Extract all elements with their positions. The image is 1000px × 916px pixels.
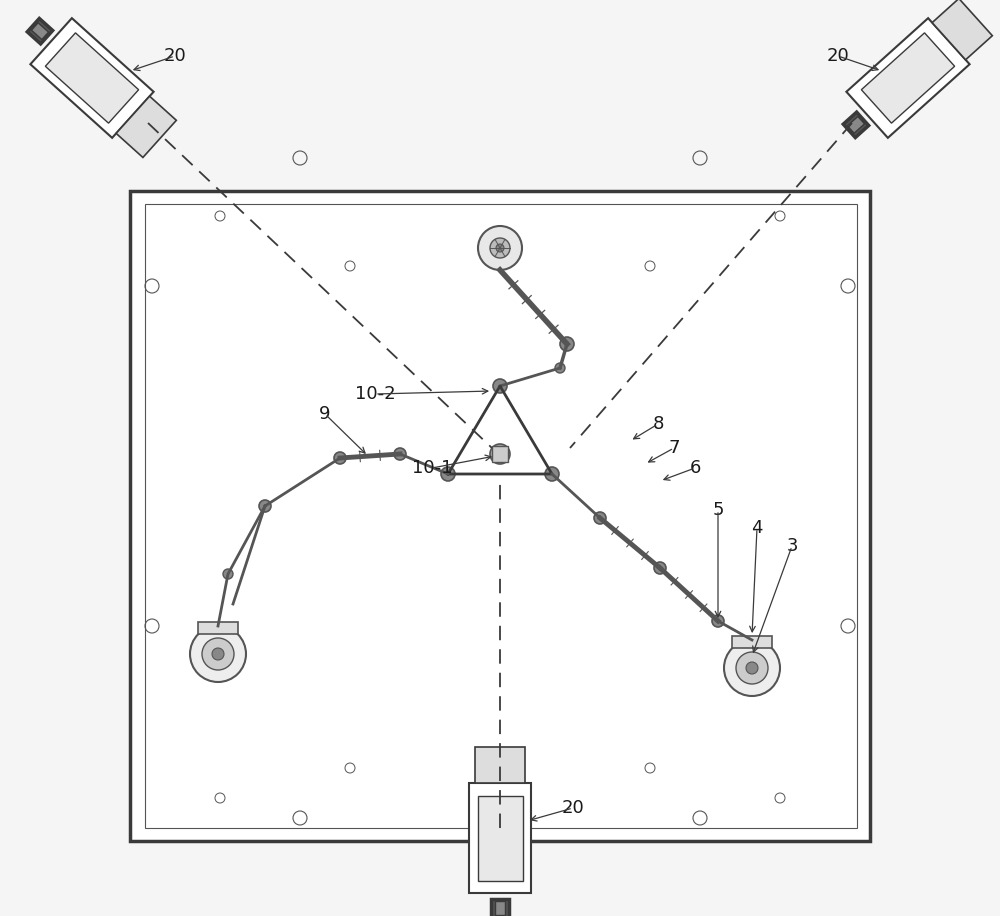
Polygon shape [846,18,970,137]
Circle shape [190,626,246,682]
Circle shape [495,449,505,459]
Text: 4: 4 [751,519,763,537]
Polygon shape [475,747,525,783]
Bar [198,622,238,634]
Polygon shape [847,116,865,133]
Circle shape [490,444,510,464]
Circle shape [441,467,455,481]
Polygon shape [861,33,955,123]
Circle shape [654,562,666,574]
Polygon shape [843,112,869,137]
Circle shape [736,652,768,684]
Circle shape [724,640,780,696]
Circle shape [493,379,507,393]
Circle shape [212,648,224,660]
Circle shape [490,238,510,258]
Polygon shape [478,795,522,880]
Text: 5: 5 [712,501,724,519]
Polygon shape [469,783,531,893]
Polygon shape [932,0,992,60]
Text: 10-1: 10-1 [412,459,452,477]
Text: 20: 20 [562,799,584,817]
Polygon shape [27,18,53,44]
Circle shape [202,638,234,670]
Text: 10-2: 10-2 [355,385,395,403]
Polygon shape [116,96,176,158]
Polygon shape [30,18,154,137]
Text: 6: 6 [689,459,701,477]
Polygon shape [495,901,505,915]
Bar [145,204,857,828]
Text: 9: 9 [319,405,331,423]
Text: 7: 7 [668,439,680,457]
Polygon shape [491,899,509,916]
Circle shape [394,448,406,460]
Circle shape [223,569,233,579]
Bar [732,636,772,648]
Text: 20: 20 [164,47,186,65]
Text: 3: 3 [786,537,798,555]
Text: 20: 20 [827,47,849,65]
Circle shape [478,226,522,270]
Circle shape [545,467,559,481]
Bar [130,191,870,841]
Circle shape [712,615,724,627]
Circle shape [560,337,574,351]
Circle shape [746,662,758,674]
Circle shape [555,363,565,373]
Circle shape [259,500,271,512]
Polygon shape [45,33,139,123]
Bar [492,446,508,462]
Text: 8: 8 [652,415,664,433]
Polygon shape [31,23,49,39]
Circle shape [496,244,504,252]
Circle shape [334,452,346,464]
Circle shape [594,512,606,524]
